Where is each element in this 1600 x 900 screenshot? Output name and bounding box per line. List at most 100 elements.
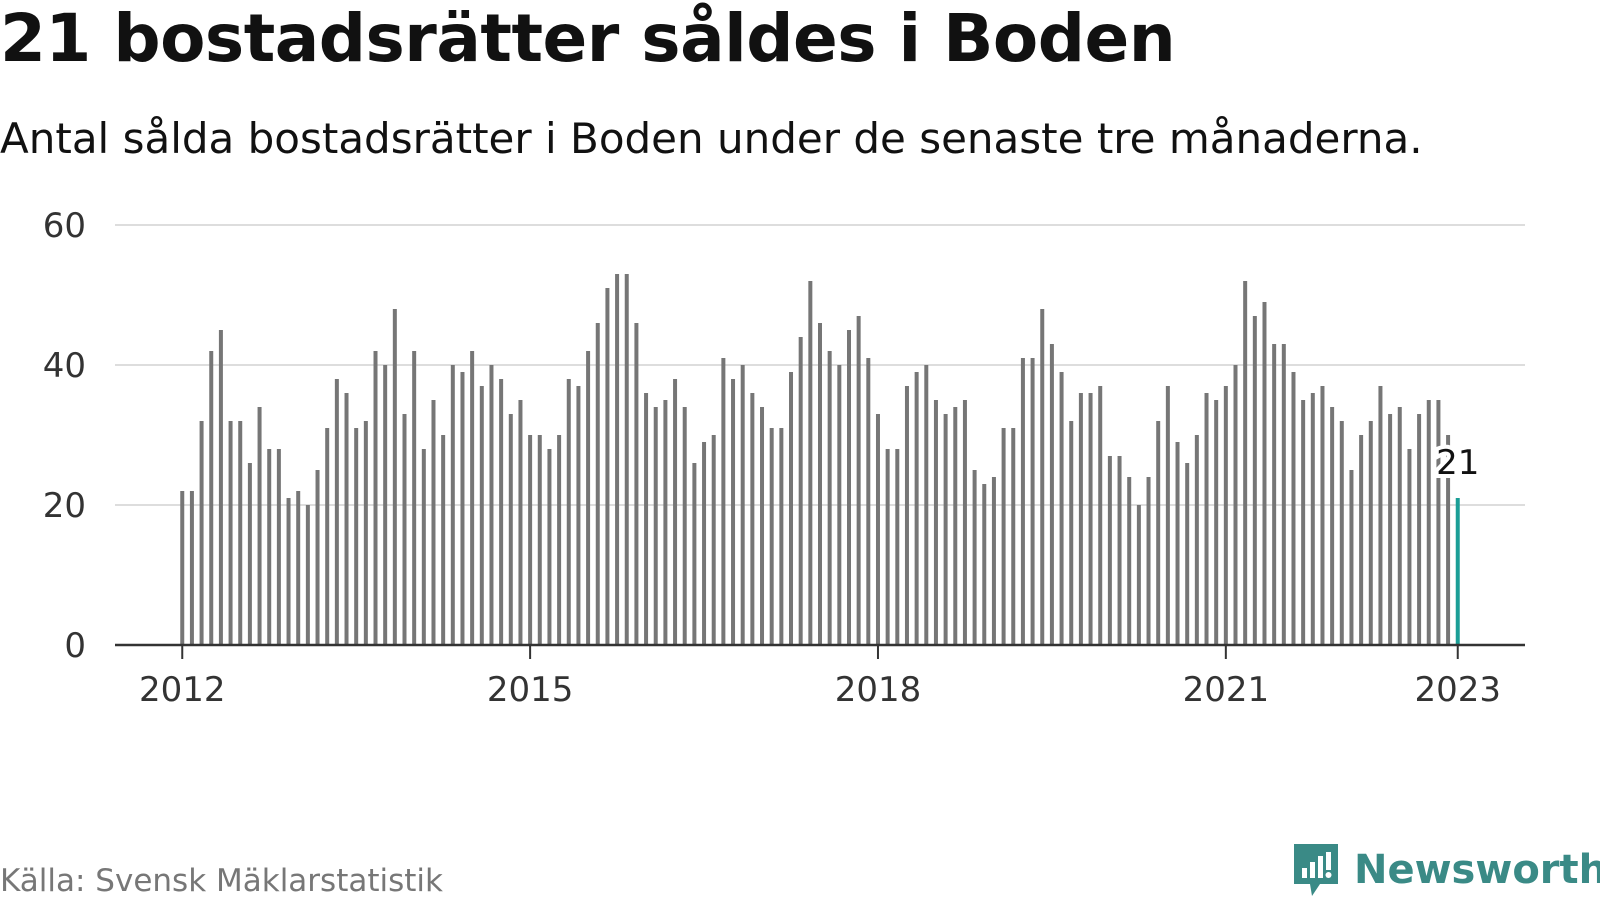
bar (692, 463, 697, 645)
bar (1127, 477, 1132, 645)
bar (750, 393, 755, 645)
highlight-value-label: 21 (1436, 443, 1479, 483)
bar (856, 316, 861, 645)
bar (431, 400, 436, 645)
bar (711, 435, 716, 645)
bar (566, 379, 571, 645)
bar (586, 351, 591, 645)
bar (1020, 358, 1025, 645)
bar (663, 400, 668, 645)
y-tick-label-20: 20 (43, 486, 86, 526)
bar (1320, 386, 1325, 645)
bar (1175, 442, 1180, 645)
bar (1339, 421, 1344, 645)
bar (972, 470, 977, 645)
bar (1446, 435, 1451, 645)
bar (276, 449, 281, 645)
bar (470, 351, 475, 645)
bar (373, 351, 378, 645)
bar (634, 323, 639, 645)
bar (721, 358, 726, 645)
bar (924, 365, 929, 645)
bar (615, 274, 620, 645)
bar (1088, 393, 1093, 645)
bar (943, 414, 948, 645)
bar (789, 372, 794, 645)
bar (760, 407, 765, 645)
bar (1407, 449, 1412, 645)
bar (595, 323, 600, 645)
annotations: 21 (1432, 439, 1483, 487)
y-tick-label-40: 40 (43, 346, 86, 386)
bar (228, 421, 233, 645)
x-tick-label-2012: 2012 (139, 670, 226, 710)
bar (962, 400, 967, 645)
bar (557, 435, 562, 645)
bar (1417, 414, 1422, 645)
newsworthy-logo-icon (1294, 844, 1338, 896)
source-note: Källa: Svensk Mäklarstatistik (0, 863, 443, 899)
bar (257, 407, 262, 645)
bar (982, 484, 987, 645)
bar (740, 365, 745, 645)
bar (489, 365, 494, 645)
bar (402, 414, 407, 645)
bar (1291, 372, 1296, 645)
bar (547, 449, 552, 645)
bar (1330, 407, 1335, 645)
bar (1194, 435, 1199, 645)
bar (895, 449, 900, 645)
y-axis-labels: 0 20 40 60 (43, 206, 86, 666)
bar (1107, 456, 1112, 645)
bar (296, 491, 301, 645)
bar (1156, 421, 1161, 645)
x-tick-label-2021: 2021 (1183, 670, 1270, 710)
bar (247, 463, 252, 645)
bar (1243, 281, 1248, 645)
bar (315, 470, 320, 645)
bar (479, 386, 484, 645)
bar (238, 421, 243, 645)
bar (731, 379, 736, 645)
chart-subtitle: Antal sålda bostadsrätter i Boden under … (0, 114, 1423, 163)
bar (875, 414, 880, 645)
newsworthy-logo[interactable]: Newsworthy (1290, 840, 1600, 900)
y-tick-label-0: 0 (64, 626, 86, 666)
bar (392, 309, 397, 645)
bar (769, 428, 774, 645)
bar (1040, 309, 1045, 645)
bar (818, 323, 822, 645)
bar (1136, 505, 1141, 645)
bar (325, 428, 330, 645)
bar (363, 421, 368, 645)
bar (421, 449, 426, 645)
bar (528, 435, 533, 645)
bar (441, 435, 446, 645)
bar (1349, 470, 1354, 645)
bar (1397, 407, 1402, 645)
bar (305, 505, 310, 645)
bar (334, 379, 339, 645)
bar (624, 274, 629, 645)
bar (866, 358, 871, 645)
bar (1030, 358, 1035, 645)
bar (808, 281, 813, 645)
bar (1059, 372, 1064, 645)
bar (1310, 393, 1315, 645)
bar (1204, 393, 1209, 645)
bar (885, 449, 890, 645)
bar (798, 337, 803, 645)
bar (1436, 400, 1441, 645)
bar (1426, 400, 1431, 645)
bar (1388, 414, 1393, 645)
bar (1078, 393, 1083, 645)
bar (344, 393, 349, 645)
bar (846, 330, 851, 645)
bar (1098, 386, 1103, 645)
bar (1011, 428, 1016, 645)
bar (209, 351, 214, 645)
bar (644, 393, 649, 645)
bar (460, 372, 465, 645)
bar (412, 351, 417, 645)
bar (1359, 435, 1364, 645)
